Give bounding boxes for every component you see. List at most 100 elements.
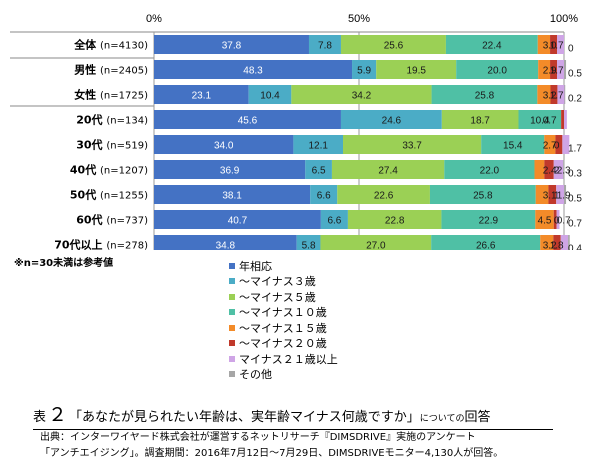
x-tick-label: 100%: [550, 13, 578, 25]
bar-segment: [535, 185, 549, 204]
table-caption: 表 ２ 「あなたが見られたい年齢は、実年齢マイナス何歳ですか」についての回答: [33, 400, 553, 430]
data-label: 1.8: [550, 241, 564, 251]
bar-segment: [340, 110, 442, 129]
category-label: 30代 (n=519): [76, 138, 148, 152]
legend-swatch: [229, 278, 235, 285]
data-label: 18.7: [470, 116, 490, 127]
data-label: 3.0: [543, 41, 557, 52]
data-label: 6.5: [312, 166, 326, 177]
data-label: 22.0: [480, 166, 500, 177]
bar-segment: [320, 235, 432, 250]
bar-segment: [444, 160, 535, 179]
caption-answer: 回答: [464, 410, 491, 425]
bar-segment: [550, 35, 558, 54]
bar-segment: [296, 235, 321, 250]
data-label: 0.4: [568, 244, 582, 251]
data-label: 27.4: [378, 166, 398, 177]
legend-item: ～マイナス５歳: [229, 289, 338, 305]
category-label: 70代以上 (n=278): [54, 238, 148, 251]
legend-item: その他: [229, 367, 338, 383]
x-tick-label: 0%: [146, 13, 162, 25]
legend-item: ～マイナス１５歳: [229, 320, 338, 336]
category-name: 女性: [74, 88, 100, 102]
bar-segment: [154, 85, 249, 104]
bar-segment: [553, 235, 561, 250]
bar-segment: [154, 235, 297, 250]
bar-segment: [154, 60, 353, 79]
category-label: 60代 (n=737): [76, 213, 148, 227]
bar-segment: [293, 135, 344, 154]
data-label: 23.1: [192, 91, 212, 102]
data-label: 33.7: [402, 141, 422, 152]
data-label: 0.7: [557, 216, 571, 227]
legend-label: ～マイナス２０歳: [239, 337, 327, 351]
bar-segment: [431, 235, 541, 250]
bar-segment: [564, 85, 566, 104]
data-label: 25.6: [384, 41, 404, 52]
bar-segment: [553, 160, 564, 179]
bar-segment: [556, 185, 564, 204]
legend-label: マイナス２１歳以上: [239, 352, 338, 366]
bar-segment: [445, 35, 538, 54]
category-n: (n=1255): [100, 191, 148, 202]
data-label: 1.7: [550, 66, 564, 77]
bar-segment: [305, 160, 332, 179]
category-name: 全体: [73, 38, 100, 52]
legend-swatch: [229, 355, 235, 362]
source-line-2: 「アンチエイジング」。調査期間：2016年7月12日～7月29日、DIMSDRI…: [40, 448, 504, 459]
caption-prefix: 表: [33, 410, 47, 425]
bar-segment: [431, 85, 538, 104]
bar-segment: [560, 235, 569, 250]
bar-segment: [537, 85, 551, 104]
stacked-bar-chart: 0% 50% 100%全体 (n=4130)男性 (n=2405)女性 (n=172…: [10, 13, 582, 251]
x-tick-label: 50%: [348, 13, 370, 25]
data-label: 12.1: [308, 141, 328, 152]
category-name: 30代: [76, 138, 106, 152]
bar-segment: [553, 210, 557, 229]
legend-item: 年相応: [229, 258, 338, 274]
category-name: 50代: [70, 188, 100, 202]
bar-segment: [548, 185, 557, 204]
data-label: 2: [554, 166, 560, 177]
bar-segment: [154, 35, 309, 54]
data-label: 1: [554, 191, 560, 202]
bar-segment: [556, 210, 560, 229]
data-label: 20.0: [487, 66, 507, 77]
data-label: 38.1: [222, 191, 242, 202]
category-label: 40代 (n=1207): [70, 163, 148, 177]
category-n: (n=2405): [100, 66, 148, 77]
bar-segment: [347, 210, 442, 229]
bar-segment: [544, 160, 554, 179]
bar-segment: [557, 35, 564, 54]
category-label: 男性 (n=2405): [74, 63, 148, 77]
data-label: 1.7: [550, 91, 564, 102]
caption-suffix: についての: [419, 414, 465, 424]
bar-segment: [291, 85, 432, 104]
bar-segment: [562, 135, 570, 154]
data-label: 2.7: [543, 141, 557, 152]
data-label: 0: [554, 216, 560, 227]
data-label: 10.4: [530, 116, 550, 127]
bar-segment: [540, 235, 554, 250]
legend-label: ～マイナス５歳: [239, 290, 316, 304]
legend-item: マイナス２１歳以上: [229, 351, 338, 367]
data-label: 34.0: [214, 141, 234, 152]
caption-question: 「あなたが見られたい年齢は、実年齢マイナス何歳ですか」: [69, 410, 420, 425]
legend-item: ～マイナス３歳: [229, 274, 338, 290]
bar-segment: [518, 110, 562, 129]
bar-segment: [308, 35, 341, 54]
data-label: 0.5: [568, 69, 582, 80]
bar-segment: [337, 185, 430, 204]
bar-segment: [376, 60, 457, 79]
chart-legend: 年相応 ～マイナス３歳 ～マイナス５歳 ～マイナス１０歳 ～マイナス１５歳 ～マイナス２０…: [229, 258, 338, 382]
bar-segment: [535, 210, 554, 229]
bar-segment: [154, 135, 294, 154]
category-n: (n=278): [106, 241, 148, 251]
bar-segment: [564, 110, 567, 129]
data-label: 36.9: [220, 166, 240, 177]
data-label: 19.5: [406, 66, 426, 77]
bar-segment: [564, 185, 567, 204]
bar-segment: [544, 135, 556, 154]
data-label: 45.6: [238, 116, 258, 127]
data-label: 10.4: [260, 91, 280, 102]
